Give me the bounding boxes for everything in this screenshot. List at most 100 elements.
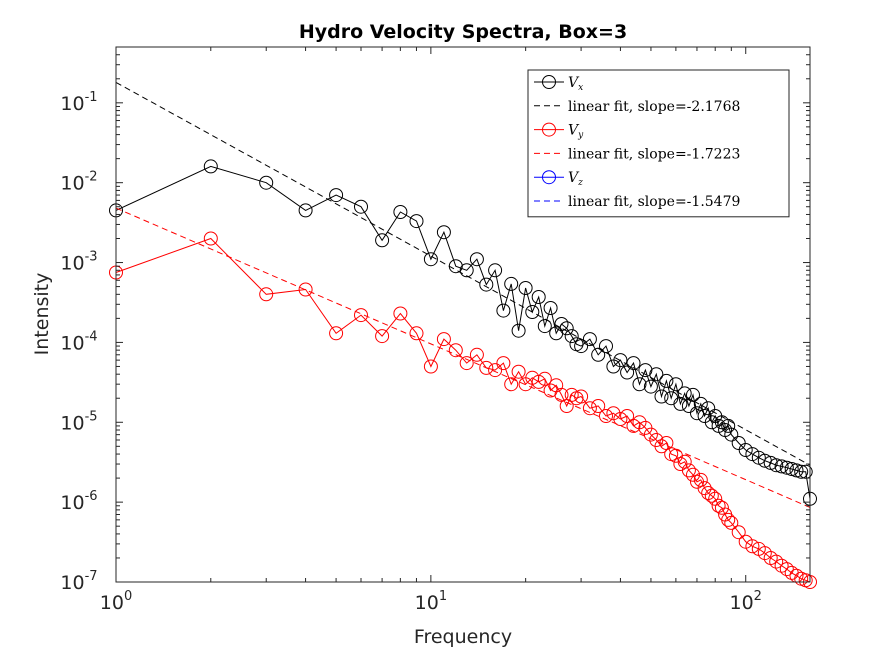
data-point	[779, 460, 794, 475]
series-linear-fit-slope-1-7223	[115, 207, 811, 508]
legend: Vx linear fit, slope=-2.1768 Vy linear fit,…	[527, 69, 790, 218]
legend-marker	[542, 122, 556, 137]
y-tick-label: 10-7	[60, 569, 97, 594]
data-point	[643, 379, 658, 394]
data-point	[738, 443, 753, 457]
fit-line	[115, 81, 811, 466]
data-point	[697, 481, 712, 496]
series-layer	[109, 81, 817, 589]
data-point	[504, 276, 519, 291]
data-point	[354, 308, 368, 323]
data-point	[708, 491, 723, 506]
data-point	[469, 252, 484, 267]
y-tick-label: 10-4	[60, 329, 97, 354]
data-point	[613, 412, 628, 426]
data-point	[784, 462, 799, 476]
data-point	[393, 306, 408, 321]
data-point	[329, 326, 344, 341]
data-point	[654, 389, 669, 404]
x-tick-label: 100	[100, 589, 132, 614]
legend-entry: linear fit, slope=-1.7223	[534, 146, 740, 162]
data-point	[479, 360, 494, 375]
data-point	[423, 359, 438, 374]
series-line	[115, 165, 811, 499]
data-point	[745, 539, 760, 554]
data-point	[531, 290, 546, 304]
data-point	[488, 363, 503, 378]
data-point	[488, 263, 503, 278]
data-point	[724, 515, 739, 530]
data-point	[632, 415, 647, 430]
data-point	[298, 282, 313, 297]
data-point	[724, 427, 739, 442]
legend-box	[527, 69, 790, 218]
legend-label: Vz	[568, 170, 583, 188]
legend-entry: Vx	[534, 75, 583, 93]
data-point	[769, 554, 784, 569]
data-point	[564, 329, 579, 344]
data-point	[626, 356, 641, 371]
legend-marker	[542, 170, 556, 185]
data-point	[423, 252, 438, 267]
data-point	[731, 525, 746, 540]
legend-entry: linear fit, slope=-1.5479	[534, 194, 740, 210]
legend-entry: Vz	[534, 170, 583, 188]
data-point	[769, 458, 784, 473]
data-point	[479, 277, 494, 292]
data-point	[613, 353, 628, 368]
data-point	[537, 319, 552, 334]
data-point	[659, 373, 674, 388]
data-point	[620, 409, 635, 423]
data-point	[574, 389, 589, 404]
data-point	[798, 464, 813, 479]
legend-entry: Vy	[534, 122, 584, 141]
data-point	[203, 159, 218, 174]
data-point	[668, 377, 683, 392]
data-point	[582, 332, 597, 347]
y-tick-label: 10-3	[60, 250, 97, 275]
data-point	[469, 347, 484, 362]
data-point	[409, 326, 424, 341]
data-point	[686, 387, 700, 402]
data-point	[448, 343, 463, 358]
legend-label: Vy	[568, 123, 584, 141]
data-point	[518, 281, 533, 295]
data-point	[564, 387, 579, 402]
x-axis-label: Frequency	[414, 626, 512, 648]
data-point	[259, 175, 274, 190]
y-tick-label: 10-1	[60, 90, 97, 115]
data-point	[591, 399, 606, 413]
data-point	[745, 447, 760, 462]
data-point	[574, 339, 589, 354]
data-point	[511, 364, 526, 379]
data-point	[701, 486, 716, 500]
legend-label: Vx	[568, 75, 583, 93]
legend-marker	[542, 75, 556, 89]
data-point	[620, 365, 635, 380]
series-vx	[109, 159, 817, 506]
data-point	[721, 512, 736, 527]
data-point	[599, 409, 613, 423]
data-point	[496, 356, 511, 371]
data-point	[511, 323, 526, 338]
y-tick-label: 10-5	[60, 409, 97, 434]
data-point	[582, 401, 597, 416]
series-vy	[109, 231, 817, 589]
legend-label: linear fit, slope=-1.7223	[568, 146, 740, 162]
data-point	[704, 415, 719, 430]
data-point	[714, 500, 729, 515]
data-point	[203, 231, 218, 246]
y-tick-label: 10-2	[60, 170, 97, 195]
data-point	[673, 396, 688, 411]
data-point	[525, 305, 540, 319]
data-point	[599, 339, 613, 354]
series-linear-fit-slope-2-1768	[115, 81, 811, 466]
data-point	[459, 263, 474, 278]
data-point	[537, 371, 552, 386]
data-point	[681, 463, 696, 478]
data-point	[794, 464, 809, 479]
data-point	[774, 459, 789, 474]
data-point	[543, 301, 558, 315]
y-axis-label: Intensity	[31, 273, 53, 356]
tick-layer: 100 101 102 10-7 10-6 10-5 10-4 10-3 10-2 10-1	[60, 46, 810, 614]
